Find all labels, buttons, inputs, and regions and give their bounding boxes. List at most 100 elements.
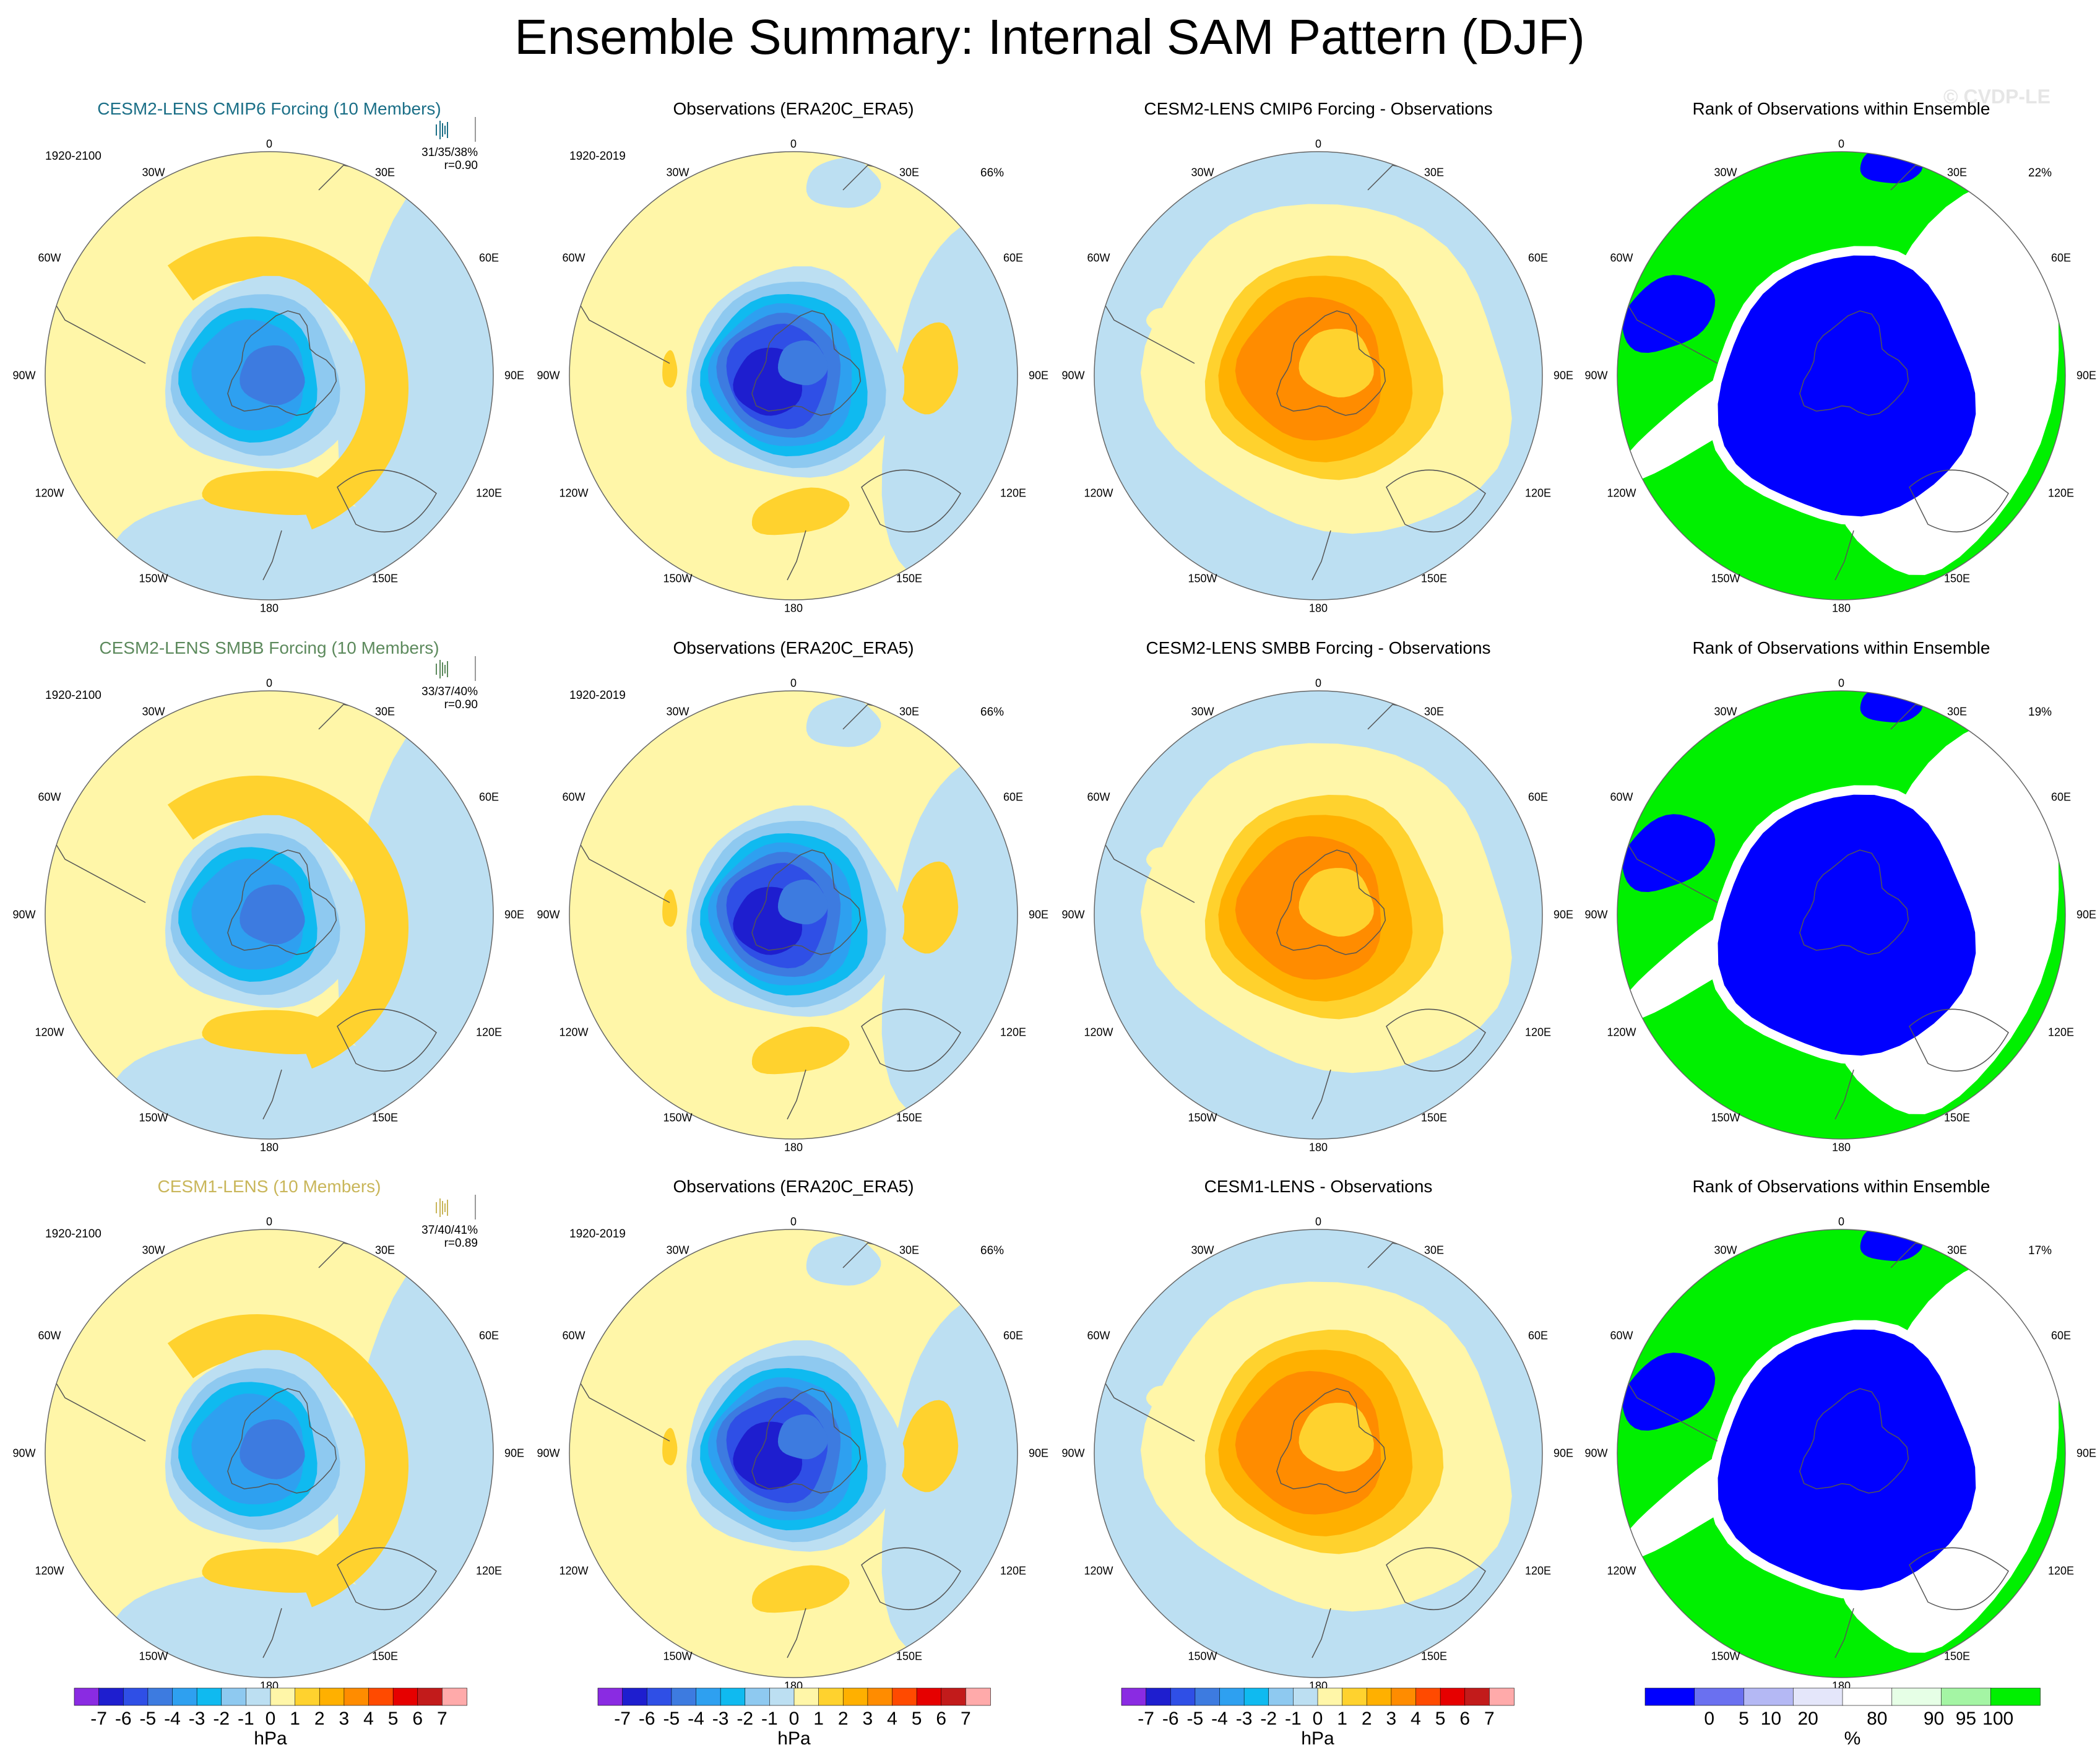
longitude-label-lower-left: 150W: [139, 1650, 168, 1663]
colorbar-swatch: [1891, 1687, 1942, 1706]
continent-shade: [777, 340, 828, 386]
map-boundary: [45, 690, 494, 1140]
longitude-label-upper-left: 30W: [142, 705, 165, 718]
rank-blue-north: [1860, 691, 1923, 723]
map-boundary: [1094, 151, 1543, 600]
colorbar-swatch: [745, 1687, 771, 1706]
colorbar-units: hPa: [1301, 1728, 1334, 1749]
negative-core: [240, 1419, 305, 1479]
longitude-label-upper-right: 30E: [1947, 705, 1968, 718]
colorbar-tick-label: 0: [1704, 1709, 1715, 1729]
longitude-label-right-lower: 120E: [1000, 487, 1027, 500]
colorbar-tick-label: 2: [837, 1709, 849, 1729]
colorbar-tick-label: 7: [437, 1709, 447, 1729]
polar-map-rank: [1617, 151, 2066, 600]
positive-blob-east: [899, 322, 959, 415]
longitude-label-right-lower: 120E: [1524, 1564, 1552, 1577]
colorbar-tick-label: 3: [339, 1709, 350, 1729]
pattern-stat-percent: 31/35/38%: [421, 146, 478, 159]
colorbar-tick-label: 5: [1739, 1709, 1749, 1729]
colorbar-swatch: [1990, 1687, 2041, 1706]
model-panel-title: CESM2-LENS SMBB Forcing (10 Members): [99, 638, 439, 657]
colorbar-swatch: [1842, 1687, 1893, 1706]
longitude-label-right-lower: 120E: [2047, 1564, 2075, 1577]
polar-map-model: [45, 151, 494, 600]
colorbar-swatch: [1694, 1687, 1745, 1706]
rank-panel-title: Rank of Observations within Ensemble: [1692, 1177, 1990, 1196]
longitude-label-top: 0: [1838, 137, 1845, 150]
coastline: [1618, 704, 2009, 1120]
longitude-label-right-upper: 60E: [1527, 1329, 1549, 1342]
positive-blob-east: [899, 861, 959, 954]
positive-blob-south: [751, 1565, 850, 1613]
colorbar-tick-label: -3: [188, 1709, 205, 1729]
colorbar-swatch: [818, 1687, 844, 1706]
positive-blob-west: [662, 1427, 678, 1466]
rank-blue-north: [1860, 1229, 1923, 1262]
colorbar-tick-label: 1: [1337, 1709, 1347, 1729]
longitude-label-right-upper: 60E: [1527, 791, 1549, 804]
longitude-label-top: 0: [1315, 1215, 1322, 1228]
longitude-label-left: 90W: [1061, 1447, 1085, 1460]
rank-percent: 19%: [2028, 706, 2052, 719]
map-boundary: [1617, 151, 2066, 600]
map-boundary: [1617, 1229, 2066, 1678]
longitude-label-left-upper: 60W: [38, 251, 61, 264]
longitude-label-right-lower: 120E: [1524, 1026, 1552, 1039]
colorbar-tick-label: -6: [638, 1709, 655, 1729]
colorbar-tick-label: 3: [862, 1709, 873, 1729]
map-boundary: [1094, 1229, 1543, 1678]
longitude-label-right-lower: 120E: [475, 1564, 503, 1577]
longitude-label-left-upper: 60W: [562, 791, 585, 804]
obs-panel-title: Observations (ERA20C_ERA5): [673, 638, 914, 657]
colorbar-swatch: [1195, 1687, 1221, 1706]
ensemble-spread-glyph: [436, 656, 476, 681]
colorbar-swatch: [696, 1687, 721, 1706]
longitude-label-lower-left: 150W: [1188, 572, 1217, 585]
rank-percent: 22%: [2028, 167, 2052, 180]
longitude-label-right-upper: 60E: [1003, 791, 1024, 804]
colorbar-tick-label: -6: [115, 1709, 132, 1729]
model-panel-title: CESM2-LENS CMIP6 Forcing (10 Members): [97, 99, 441, 118]
longitude-label-right-lower: 120E: [1000, 1564, 1027, 1577]
longitude-label-right-upper: 60E: [2050, 791, 2072, 804]
longitude-label-left: 90W: [12, 369, 36, 382]
map-boundary: [1617, 690, 2066, 1140]
colorbar-swatch: [1464, 1687, 1490, 1706]
colorbar-swatch: [1415, 1687, 1441, 1706]
polar-map-rank: [1617, 1229, 2066, 1678]
longitude-label-upper-left: 30W: [1191, 166, 1214, 179]
longitude-label-upper-left: 30W: [1191, 705, 1214, 718]
longitude-label-right: 90E: [1028, 1447, 1049, 1460]
colorbar-swatch: [646, 1687, 672, 1706]
colorbar-swatch: [1744, 1687, 1794, 1706]
obs-period-label: 1920-2019: [569, 689, 626, 702]
colorbar-swatch: [368, 1687, 394, 1706]
colorbar-units: hPa: [254, 1728, 287, 1749]
map-boundary: [45, 1229, 494, 1678]
pattern-correlation: r=0.89: [444, 1237, 478, 1250]
longitude-label-left: 90W: [1061, 908, 1085, 921]
longitude-label-upper-left: 30W: [142, 166, 165, 179]
longitude-label-right: 90E: [1028, 908, 1049, 921]
coastline: [570, 704, 961, 1120]
longitude-label-right: 90E: [504, 1447, 525, 1460]
longitude-label-left-lower: 120W: [1607, 487, 1636, 500]
longitude-label-left-lower: 120W: [35, 1564, 64, 1577]
colorbar-tick-label: 4: [1411, 1709, 1421, 1729]
longitude-label-left-lower: 120W: [559, 487, 589, 500]
colorbar-swatch: [1440, 1687, 1466, 1706]
longitude-label-bottom: 180: [259, 602, 279, 615]
longitude-label-right-upper: 60E: [1527, 251, 1549, 264]
longitude-label-right-upper: 60E: [478, 791, 499, 804]
map-boundary: [569, 151, 1018, 600]
colorbar-swatch: [1644, 1687, 1695, 1706]
rank-blue-west: [1622, 1353, 1716, 1431]
longitude-label-left-upper: 60W: [1610, 251, 1633, 264]
longitude-label-left-lower: 120W: [35, 487, 64, 500]
longitude-label-top: 0: [1838, 1215, 1845, 1228]
longitude-label-upper-right: 30E: [374, 1244, 395, 1257]
colorbar-tick-label: -3: [1235, 1709, 1253, 1729]
diff-panel-title: CESM2-LENS SMBB Forcing - Observations: [1146, 638, 1491, 657]
